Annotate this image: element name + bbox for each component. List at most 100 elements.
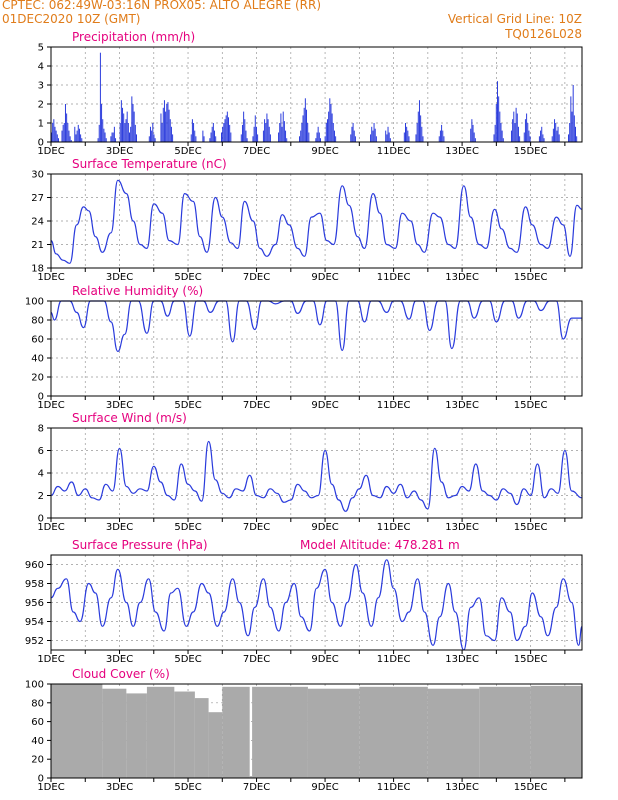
precip-bar [68, 130, 70, 142]
cloud-bar [102, 688, 127, 778]
y-tick-label: 958 [25, 579, 44, 590]
precip-bar [326, 119, 328, 142]
precip-bar [519, 136, 521, 142]
precip-bar [513, 111, 515, 142]
precip-bar [385, 130, 387, 142]
precip-bar [110, 136, 112, 142]
precip-bar [303, 107, 305, 142]
x-tick-label: 9DEC [311, 146, 338, 157]
x-tick-label: 7DEC [243, 782, 270, 793]
precip-bar [133, 111, 135, 142]
precip-bar [514, 123, 516, 142]
precip-bar [372, 130, 374, 142]
x-tick-label: 11DEC [377, 146, 411, 157]
y-tick-label: 18 [31, 264, 44, 275]
panel-0: 0 1 2 3 4 5 1DEC 3DEC 5DEC 7DEC 9DEC 11DEC 13DEC 15DE… [37, 30, 583, 157]
precip-bar [195, 136, 197, 142]
x-tick-label: 7DEC [243, 400, 270, 411]
series-line [50, 440, 583, 512]
precip-bar [161, 123, 163, 142]
precip-bar [80, 134, 82, 142]
precip-bar [99, 52, 101, 143]
precip-bar [406, 126, 408, 142]
precip-bar [253, 126, 255, 142]
cloud-bar [51, 684, 103, 778]
y-tick-label: 80 [31, 316, 44, 327]
precip-bar [374, 128, 376, 142]
precip-bar [332, 123, 334, 142]
header-grid-note: Vertical Grid Line: 10Z [447, 12, 582, 26]
x-tick-label: 5DEC [174, 782, 201, 793]
precip-bar [136, 134, 137, 142]
precip-bar [102, 119, 104, 142]
precip-bar [224, 119, 226, 142]
precip-bar [330, 104, 332, 142]
precip-bar [120, 100, 122, 142]
precip-bar [325, 123, 327, 142]
y-tick-label: 30 [31, 170, 44, 181]
y-tick-label: 40 [31, 354, 44, 365]
precip-bar [241, 124, 243, 142]
precip-bar [268, 126, 270, 142]
precip-bar [212, 123, 214, 142]
precip-bar [576, 136, 578, 142]
precip-bar [523, 132, 525, 142]
precip-bar [151, 130, 153, 142]
precip-bar [119, 123, 121, 142]
precip-bar [255, 126, 257, 142]
x-tick-label: 9DEC [311, 272, 338, 283]
panel-frame [50, 46, 583, 143]
precip-bar [214, 130, 216, 142]
panel-frame [50, 300, 583, 397]
precip-bar [129, 132, 131, 142]
cloud-bar [530, 685, 582, 778]
x-tick-label: 7DEC [243, 146, 270, 157]
x-tick-label: 15DEC [514, 272, 548, 283]
precip-bar [370, 134, 372, 142]
precip-bar [53, 119, 55, 142]
precip-bar [105, 138, 107, 142]
x-tick-label: 11DEC [377, 400, 411, 411]
header-model-id: TQ0126L028 [505, 27, 582, 41]
cloud-bar [307, 688, 360, 778]
header-line1: CPTEC: 062:49W-03:16N PROX05: ALTO ALEGR… [2, 0, 322, 12]
precip-bar [439, 130, 441, 142]
panel-2: 0 20 40 60 80 100 1DEC 3DEC 5DEC 7DEC 9DEC 11DEC 13D… [25, 284, 583, 411]
y-tick-label: 40 [31, 736, 44, 747]
precip-bar [540, 130, 542, 142]
cloud-bar [174, 691, 195, 778]
precip-bar [246, 138, 248, 142]
precip-bar [352, 123, 354, 142]
x-tick-label: 15DEC [514, 654, 548, 665]
precip-bar [421, 126, 423, 142]
precip-bar [55, 130, 57, 142]
x-tick-label: 11DEC [377, 272, 411, 283]
precip-bar [512, 119, 514, 142]
y-tick-label: 60 [31, 335, 44, 346]
precip-bar [64, 104, 66, 142]
precip-bar [243, 111, 245, 142]
x-tick-label: 13DEC [445, 146, 479, 157]
x-tick-label: 7DEC [243, 272, 270, 283]
x-tick-label: 1DEC [37, 146, 64, 157]
panel-title: Precipitation (mm/h) [72, 30, 195, 44]
precip-bar [502, 138, 504, 142]
precip-bar [285, 130, 287, 142]
series-line [50, 300, 582, 353]
y-tick-label: 956 [25, 598, 44, 609]
precip-bar [104, 132, 106, 142]
precip-bar [351, 126, 353, 142]
precip-bar [375, 136, 377, 142]
precip-bar [223, 123, 225, 142]
precip-bar [333, 130, 335, 142]
precip-bar [403, 132, 405, 142]
precip-bar [474, 138, 476, 142]
precip-bar [541, 126, 543, 142]
precip-bar [441, 124, 443, 142]
precip-bar [56, 134, 58, 142]
precip-bar [442, 130, 444, 142]
precip-bar [203, 136, 205, 142]
precip-bar [66, 113, 68, 142]
y-tick-label: 100 [25, 297, 44, 308]
